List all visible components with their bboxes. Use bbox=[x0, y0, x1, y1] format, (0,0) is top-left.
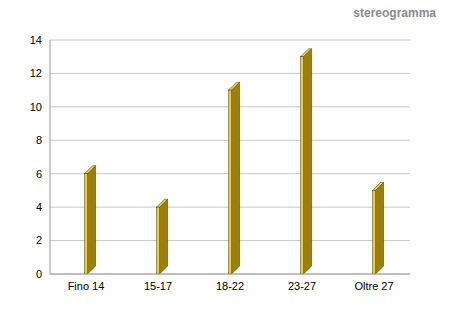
svg-text:Oltre 27: Oltre 27 bbox=[354, 280, 393, 292]
svg-text:15-17: 15-17 bbox=[144, 280, 172, 292]
svg-text:6: 6 bbox=[36, 168, 42, 180]
svg-text:8: 8 bbox=[36, 134, 42, 146]
svg-text:0: 0 bbox=[36, 268, 42, 280]
svg-text:2: 2 bbox=[36, 234, 42, 246]
html-text:stereogramma: stereogramma bbox=[353, 6, 436, 20]
svg-text:14: 14 bbox=[30, 34, 42, 46]
svg-text:18-22: 18-22 bbox=[216, 280, 244, 292]
svg-text:23-27: 23-27 bbox=[288, 280, 316, 292]
svg-text:12: 12 bbox=[30, 67, 42, 79]
svg-text:Fino 14: Fino 14 bbox=[68, 280, 105, 292]
svg-text:10: 10 bbox=[30, 101, 42, 113]
svg-text:4: 4 bbox=[36, 201, 42, 213]
